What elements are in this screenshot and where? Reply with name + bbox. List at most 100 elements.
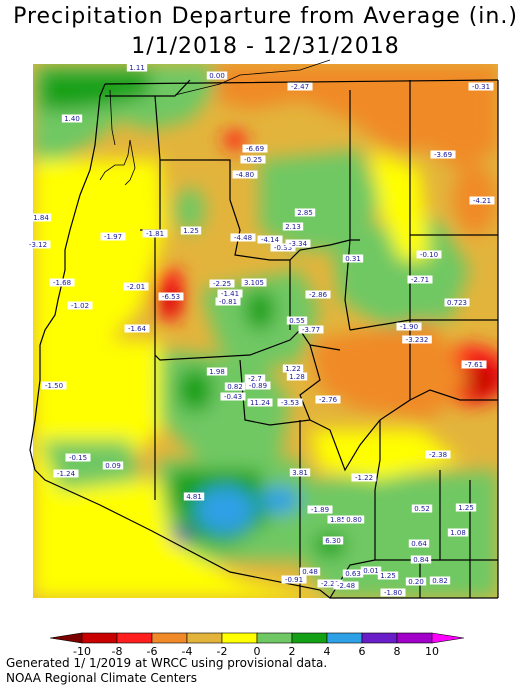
svg-text:1.851: 1.851 [330, 516, 350, 524]
station-value-label: 0.52 [411, 504, 433, 513]
station-value-label: 1.40 [61, 114, 83, 123]
svg-text:-2.47: -2.47 [291, 83, 309, 91]
legend-color-swatch [326, 632, 363, 644]
station-value-label: -6.53 [158, 292, 184, 301]
svg-text:-2.7: -2.7 [248, 375, 262, 383]
station-value-label: 1.851 [327, 515, 353, 524]
station-value-label: -0.15 [65, 453, 91, 462]
map-date-range: 1/1/2018 - 12/31/2018 [131, 34, 400, 59]
station-values: 1.11 0.00 -2.47 -0.31 1.40 -6.69 -0.25 -3.69 -4.… [25, 63, 495, 597]
svg-text:0.82: 0.82 [432, 577, 448, 585]
svg-text:-2.25: -2.25 [213, 280, 231, 288]
station-value-label: -4.48 [230, 233, 256, 242]
svg-text:-2.86: -2.86 [309, 291, 328, 299]
svg-text:-3.69: -3.69 [434, 151, 452, 159]
station-value-label: -0.91 [281, 575, 307, 584]
station-value-label: -0.33 [270, 243, 296, 252]
station-value-label: -0.43 [220, 392, 246, 401]
station-value-label: 0.31 [342, 254, 364, 263]
station-value-label: -3.12 [25, 240, 51, 249]
station-value-label: -0.25 [240, 155, 266, 164]
svg-text:2.13: 2.13 [285, 223, 301, 231]
station-value-label: 6.30 [322, 536, 344, 545]
map-title: Precipitation Departure from Average (in… [13, 4, 518, 29]
legend: -10 -8 -6 -4 -2 0 2 4 6 8 10 [49, 632, 465, 658]
svg-text:0.80: 0.80 [346, 516, 362, 524]
legend-tick-label: 10 [425, 645, 439, 658]
legend-tick-label: 0 [254, 645, 261, 658]
station-value-label: -2.22 [317, 579, 343, 588]
station-value-label: -3.77 [298, 325, 324, 334]
station-value-label: 2.13 [282, 222, 304, 231]
station-value-label: -1.41 [217, 289, 243, 298]
svg-text:-0.43: -0.43 [224, 393, 242, 401]
station-value-label: -1.89 [307, 505, 333, 514]
svg-text:-1.50: -1.50 [45, 382, 63, 390]
svg-text:0.723: 0.723 [447, 299, 467, 307]
station-value-label: 0.80 [343, 515, 365, 524]
svg-text:0.82: 0.82 [227, 383, 243, 391]
svg-text:-0.81: -0.81 [219, 298, 237, 306]
station-value-label: -1.68 [49, 278, 75, 287]
legend-tick-label: -10 [73, 645, 91, 658]
svg-text:1.40: 1.40 [64, 115, 80, 123]
station-value-label: 3.81 [289, 468, 311, 477]
svg-text:-3.53: -3.53 [281, 399, 299, 407]
svg-text:0.09: 0.09 [105, 462, 121, 470]
svg-text:1.25: 1.25 [380, 572, 396, 580]
legend-tick-label: -4 [182, 645, 193, 658]
station-value-label: 0.00 [206, 71, 228, 80]
legend-tick-label: -6 [147, 645, 158, 658]
svg-text:0.55: 0.55 [289, 317, 305, 325]
legend-tick-label: 2 [289, 645, 296, 658]
station-value-label: -1.90 [396, 322, 422, 331]
footer-generated-note: Generated 1/ 1/2019 at WRCC using provis… [6, 656, 328, 670]
station-value-label: 11.24 [247, 398, 273, 407]
station-value-label: -2.76 [315, 395, 341, 404]
svg-text:0.48: 0.48 [302, 568, 318, 576]
station-value-label: 0.63 [342, 569, 364, 578]
legend-color-swatch [291, 632, 328, 644]
svg-text:1.25: 1.25 [183, 227, 199, 235]
station-value-label: -1.50 [41, 381, 67, 390]
station-value-label: 0.84 [410, 555, 432, 564]
station-value-label: 0.09 [102, 461, 124, 470]
svg-text:-1.64: -1.64 [128, 325, 147, 333]
svg-text:-2.01: -2.01 [127, 283, 145, 291]
station-value-label: 0.82 [224, 382, 246, 391]
svg-text:-1.22: -1.22 [355, 474, 373, 482]
svg-text:0.00: 0.00 [209, 72, 225, 80]
svg-text:-1.90: -1.90 [400, 323, 418, 331]
svg-text:-4.48: -4.48 [234, 234, 252, 242]
station-value-label: -2.7 [244, 374, 266, 383]
station-value-label: 1.11 [126, 63, 148, 72]
boundary-lines [29, 59, 499, 599]
station-value-label: -3.53 [277, 398, 303, 407]
svg-text:-6.69: -6.69 [246, 145, 264, 153]
svg-text:-2.22: -2.22 [321, 580, 339, 588]
svg-text:0.64: 0.64 [411, 540, 427, 548]
svg-text:-1.68: -1.68 [53, 279, 71, 287]
svg-text:1.22: 1.22 [285, 365, 301, 373]
svg-text:-4.21: -4.21 [473, 197, 491, 205]
station-value-label: 1.08 [447, 528, 469, 537]
station-value-label: -3.34 [285, 239, 311, 248]
station-value-label: -1.64 [124, 324, 150, 333]
svg-text:0.84: 0.84 [413, 556, 429, 564]
svg-text:1.84: 1.84 [33, 214, 49, 222]
svg-text:-0.89: -0.89 [249, 382, 267, 390]
station-value-label: -1.02 [67, 301, 93, 310]
svg-text:1.25: 1.25 [458, 504, 474, 512]
svg-text:1.28: 1.28 [289, 373, 305, 381]
legend-arrow-low [49, 632, 83, 644]
station-value-label: -0.89 [245, 381, 271, 390]
station-value-label: 1.28 [286, 372, 308, 381]
legend-color-swatch [151, 632, 188, 644]
station-value-label: 0.20 [405, 577, 427, 586]
station-value-label: -2.25 [209, 279, 235, 288]
svg-text:6.30: 6.30 [325, 537, 341, 545]
station-value-label: -1.22 [351, 473, 377, 482]
station-value-label: 1.84 [30, 213, 52, 222]
station-value-label: -0.10 [416, 250, 442, 259]
svg-text:-0.31: -0.31 [472, 83, 490, 91]
